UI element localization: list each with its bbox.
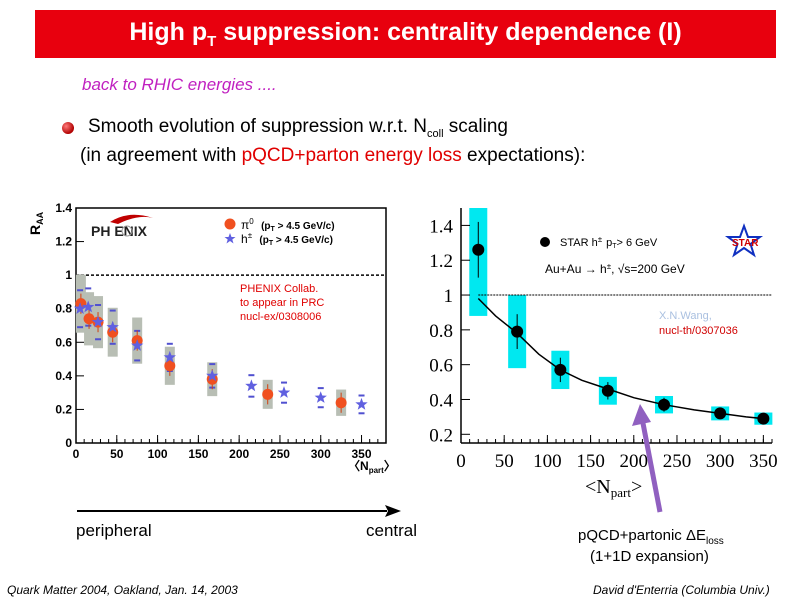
star-y-tick-label: 1.2	[429, 251, 453, 272]
legend-pi0: π0 (pT > 4.5 GeV/c)	[241, 213, 335, 233]
pi0-point	[262, 388, 274, 400]
hpm-point	[163, 350, 176, 363]
svg-text:X.N.Wang,: X.N.Wang,	[659, 310, 712, 322]
star-point	[658, 398, 671, 411]
phenix-x-axis-label: 〈Npart〉	[348, 458, 393, 475]
title-bar: High pT suppression: centrality dependen…	[35, 10, 776, 58]
phenix-axis-ticks: 0 50 100 150 200 250 300 350 0 0.2 0.4 0.6 0.8 1 1.2 1.…	[55, 201, 387, 461]
pqcd-label: pQCD+partonic ΔEloss	[578, 527, 724, 547]
phenix-x-tick-label: 300	[311, 447, 331, 461]
pi0-point	[164, 360, 176, 372]
phenix-data-points	[73, 274, 368, 416]
phenix-x-tick-label: 350	[352, 447, 372, 461]
central-label: central	[366, 521, 418, 540]
svg-text:nucl-th/0307036: nucl-th/0307036	[659, 325, 738, 337]
phenix-y-tick-label: 1.4	[55, 201, 72, 215]
star-y-tick-label: 0.2	[429, 425, 453, 446]
star-logo: STAR	[724, 223, 764, 258]
slide-subtitle: back to RHIC energies ....	[82, 75, 277, 94]
hpm-point	[91, 315, 105, 328]
star-point	[714, 407, 727, 420]
star-x-tick-label: 300	[706, 451, 735, 472]
phenix-y-tick-label: 0.8	[55, 302, 72, 316]
phenix-y-tick-label: 1	[65, 268, 72, 282]
slide-title: High pT suppression: centrality dependen…	[129, 18, 682, 50]
pi0-point	[83, 313, 95, 325]
pqcd-pointer-arrow	[632, 404, 663, 513]
star-point	[601, 384, 614, 397]
phenix-annotation: PHENIX Collab. to appear in PRC nucl-ex/…	[240, 283, 324, 323]
phenix-y-tick-label: 0.4	[55, 369, 72, 383]
hpm-point	[106, 320, 119, 333]
star-point	[554, 363, 567, 376]
star-y-tick-label: 0.8	[429, 321, 453, 342]
bullet-line-2: (in agreement with pQCD+parton energy lo…	[80, 145, 586, 166]
phenix-y-tick-label: 0	[65, 436, 72, 450]
star-raa-chart: 0 50 100 150 200 250 300 350 0.2 0.4 0.6 0.8 1 1.2 1.4…	[429, 208, 778, 500]
hpm-point	[82, 300, 95, 313]
svg-text:STAR h±pT> 6 GeV: STAR h± pT> 6 GeV	[560, 235, 658, 250]
phenix-legend: π0 (pT > 4.5 GeV/c) h± (pT > 4.5 GeV/c)	[224, 213, 335, 247]
svg-text:to appear in PRC: to appear in PRC	[240, 297, 324, 309]
star-x-tick-label: 150	[576, 451, 605, 472]
phenix-logo: PH ENIX	[91, 214, 153, 239]
phenix-x-tick-label: 0	[73, 447, 80, 461]
hpm-point	[277, 386, 291, 398]
footer-author: David d'Enterria (Columbia Univ.)	[593, 583, 770, 597]
pi0-point	[75, 298, 87, 310]
phenix-x-tick-label: 250	[270, 447, 290, 461]
svg-text:STAR: STAR	[732, 238, 759, 249]
phenix-y-tick-label: 1.2	[55, 235, 72, 249]
star-y-tick-label: 1	[444, 286, 454, 307]
hpm-point	[245, 379, 258, 392]
star-x-tick-label: 250	[663, 451, 692, 472]
phenix-raa-chart: 0 50 100 150 200 250 300 350 0 0.2 0.4 0.6 0.8 1 1.2 1.…	[28, 201, 393, 475]
star-x-tick-label: 100	[533, 451, 562, 472]
phenix-y-tick-label: 0.6	[55, 335, 72, 349]
star-x-axis-label: <Npart>	[585, 476, 642, 500]
hpm-point	[314, 391, 327, 403]
star-point	[511, 325, 524, 338]
star-point	[472, 243, 485, 256]
svg-text:PH ENIX: PH ENIX	[91, 223, 148, 239]
bullet-line-1: Smooth evolution of suppression w.r.t. N…	[88, 116, 508, 140]
phenix-x-tick-label: 150	[188, 447, 208, 461]
star-x-tick-label: 50	[495, 451, 514, 472]
hpm-point	[131, 339, 144, 351]
pi0-point	[335, 397, 347, 409]
hpm-point	[355, 397, 368, 410]
star-x-tick-label: 350	[749, 451, 778, 472]
pqcd-expansion-label: (1+1D expansion)	[590, 548, 709, 565]
phenix-y-tick-label: 0.2	[55, 402, 72, 416]
hpm-point	[73, 302, 87, 314]
star-y-tick-label: 1.4	[429, 216, 453, 237]
footer-conference: Quark Matter 2004, Oakland, Jan. 14, 200…	[7, 583, 238, 597]
star-point	[757, 412, 770, 425]
star-x-tick-label: 0	[456, 451, 466, 472]
phenix-x-tick-label: 50	[110, 447, 124, 461]
svg-text:Au+Au → h±, √s=200 GeV: Au+Au → h±, √s=200 GeV	[545, 262, 685, 276]
svg-text:nucl-ex/0308006: nucl-ex/0308006	[240, 311, 321, 323]
bullet-icon	[62, 122, 74, 134]
star-y-tick-label: 0.6	[429, 356, 453, 377]
phenix-x-tick-label: 200	[229, 447, 249, 461]
star-legend: STAR h± pT> 6 GeV Au+Au → h±, √s=200 GeV	[540, 235, 685, 276]
centrality-arrow	[77, 505, 401, 517]
star-axis-ticks: 0 50 100 150 200 250 300 350 0.2 0.4 0.6 0.8 1 1.2 1.4	[429, 216, 777, 472]
legend-hpm: h± (pT > 4.5 GeV/c)	[241, 227, 333, 247]
star-x-tick-label: 200	[620, 451, 649, 472]
star-theory-annotation: X.N.Wang, nucl-th/0307036	[659, 310, 738, 337]
phenix-y-axis-label: RAA	[28, 211, 45, 235]
star-y-tick-label: 0.4	[429, 390, 453, 411]
star-data-points	[472, 221, 770, 425]
svg-text:PHENIX Collab.: PHENIX Collab.	[240, 283, 318, 295]
peripheral-label: peripheral	[76, 521, 152, 540]
phenix-x-tick-label: 100	[148, 447, 168, 461]
hpm-point	[206, 369, 219, 382]
